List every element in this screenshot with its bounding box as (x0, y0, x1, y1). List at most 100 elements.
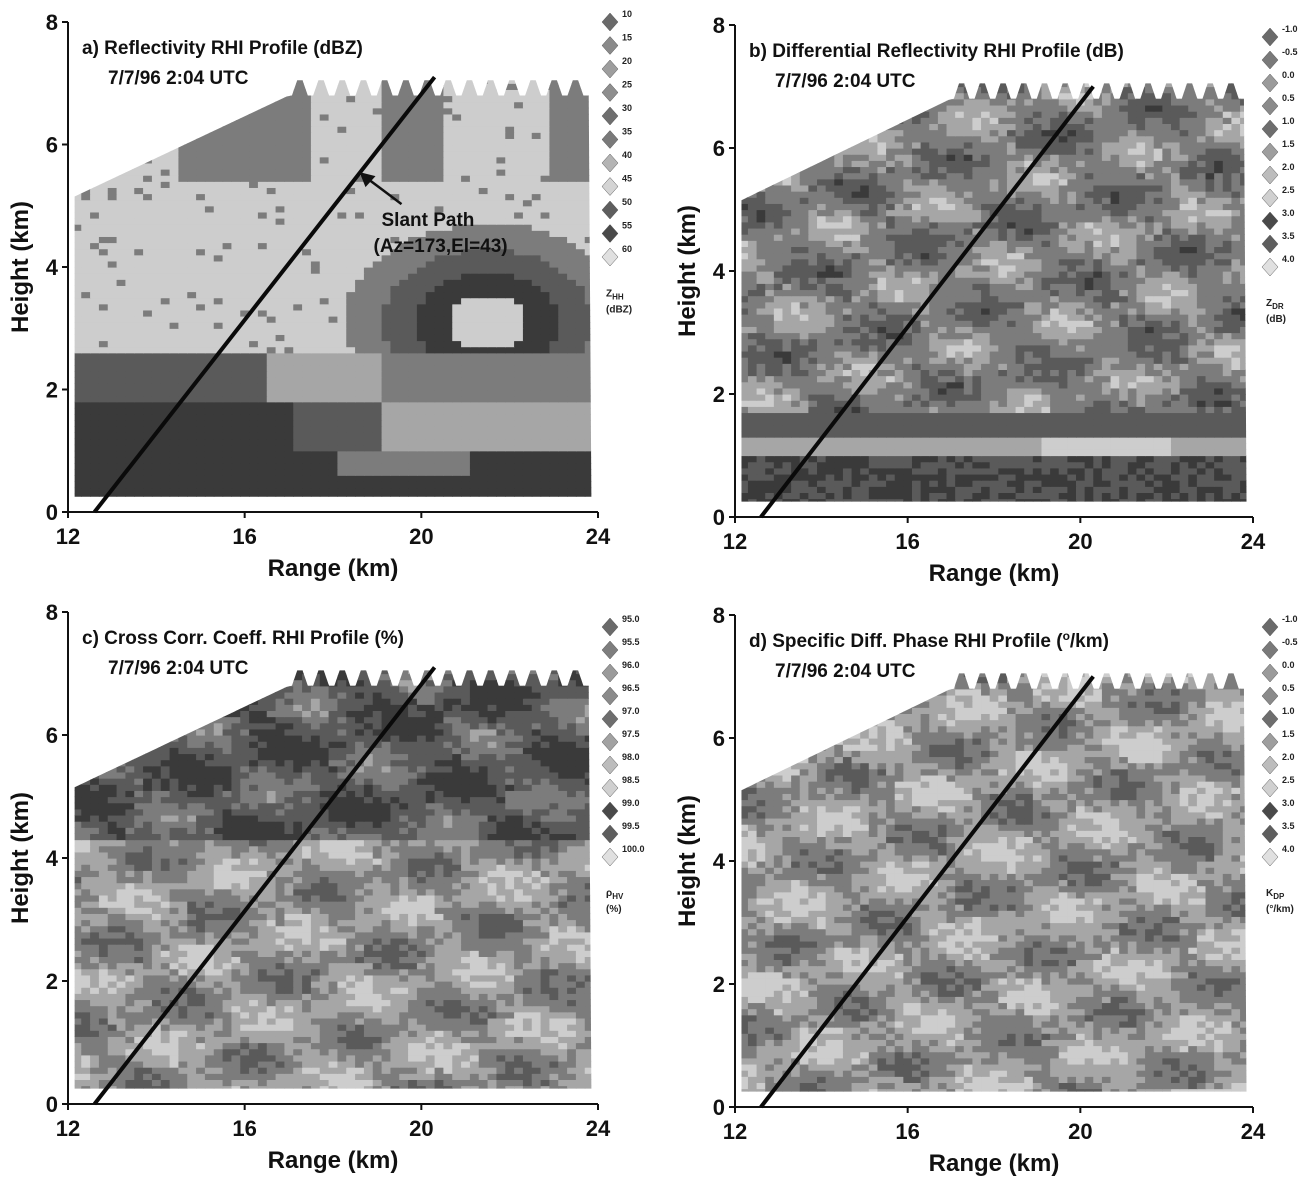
heatmap-cell (531, 340, 542, 348)
heatmap-cell (240, 107, 250, 115)
heatmap-cell (240, 150, 250, 158)
heatmap-cell (134, 444, 144, 452)
heatmap-cell (196, 303, 206, 311)
panel-title: a) Reflectivity RHI Profile (dBZ) (82, 38, 363, 59)
heatmap-cell (425, 260, 436, 268)
heatmap-cell (196, 383, 206, 391)
heatmap-cell (187, 95, 197, 103)
heatmap-cell (222, 120, 233, 127)
heatmap-cell (98, 181, 109, 188)
heatmap-cell (337, 254, 347, 262)
heatmap-cell (116, 395, 127, 403)
heatmap-cell (461, 126, 471, 133)
heatmap-cell (522, 211, 533, 219)
heatmap-cell (452, 267, 462, 274)
heatmap-cell (478, 138, 489, 146)
heatmap-cell (903, 492, 913, 500)
heatmap-cell (1093, 443, 1103, 450)
heatmap-cell (107, 273, 118, 280)
heatmap-cell (249, 273, 259, 280)
heatmap-cell (257, 365, 268, 372)
heatmap-cell (81, 242, 91, 250)
heatmap-cell (981, 443, 991, 450)
heatmap-cell (90, 358, 100, 366)
heatmap-cell (505, 432, 515, 440)
heatmap-cell (416, 199, 427, 207)
heatmap-cell (284, 162, 294, 170)
heatmap-cell (293, 426, 303, 433)
heatmap-cell (532, 71, 541, 78)
heatmap-cell (107, 120, 118, 127)
heatmap-cell (487, 450, 498, 458)
heatmap-cell (355, 450, 365, 458)
heatmap-cell (81, 187, 91, 195)
heatmap-cell (399, 346, 409, 354)
heatmap-cell (74, 401, 82, 409)
heatmap-cell (381, 267, 392, 274)
heatmap-cell (222, 444, 233, 452)
heatmap-cell (522, 138, 533, 146)
heatmap-cell (125, 236, 135, 244)
heatmap-cell (257, 389, 268, 397)
heatmap-cell (496, 193, 506, 201)
heatmap-cell (178, 169, 188, 176)
heatmap-cell (434, 279, 445, 286)
heatmap-cell (549, 254, 559, 262)
heatmap-cell (989, 492, 999, 500)
heatmap-cell (204, 322, 215, 329)
heatmap-cell (125, 248, 135, 256)
heatmap-cell (408, 481, 418, 489)
heatmap-cell (1153, 492, 1163, 500)
heatmap-cell (1050, 449, 1060, 457)
heatmap-cell (434, 254, 445, 262)
heatmap-cell (319, 463, 330, 470)
heatmap-cell (765, 437, 775, 444)
heatmap-cell (594, 298, 603, 305)
heatmap-cell (886, 443, 896, 450)
heatmap-cell (435, 65, 444, 72)
heatmap-cell (558, 352, 568, 360)
heatmap-cell (74, 236, 82, 244)
heatmap-cell (74, 138, 82, 146)
heatmap-cell (1205, 492, 1215, 500)
heatmap-cell (514, 273, 524, 280)
heatmap-cell (1214, 467, 1224, 475)
heatmap-cell (390, 144, 400, 152)
heatmap-cell (74, 328, 82, 335)
heatmap-cell (187, 328, 197, 335)
heatmap-cell (399, 273, 409, 280)
heatmap-cell (116, 120, 127, 127)
heatmap-cell (90, 107, 100, 115)
heatmap-cell (584, 218, 592, 225)
heatmap-cell (81, 365, 91, 372)
heatmap-cell (319, 414, 330, 421)
heatmap-cell (337, 89, 347, 97)
heatmap-cell (196, 352, 206, 360)
heatmap-cell (337, 414, 347, 421)
heatmap-cell (381, 242, 392, 250)
heatmap-cell (469, 138, 480, 146)
heatmap-cell (531, 260, 542, 268)
heatmap-cell (531, 132, 542, 139)
heatmap-cell (372, 89, 383, 97)
heatmap-cell (434, 273, 445, 280)
heatmap-cell (257, 150, 268, 158)
heatmap-cell (575, 187, 586, 195)
heatmap-cell (74, 205, 82, 213)
heatmap-cell (355, 273, 365, 280)
heatmap-cell (381, 126, 392, 133)
heatmap-cell (452, 407, 462, 415)
heatmap-cell (213, 456, 224, 464)
heatmap-cell (834, 430, 844, 438)
heatmap-cell (443, 89, 453, 97)
heatmap-cell (328, 407, 339, 415)
heatmap-cell (178, 444, 188, 452)
heatmap-cell (143, 352, 153, 360)
heatmap-cell (196, 169, 206, 176)
heatmap-cell (434, 80, 445, 84)
heatmap-cell (125, 334, 135, 342)
heatmap-cell (540, 487, 551, 495)
heatmap-cell (90, 389, 100, 397)
heatmap-cell (487, 150, 498, 158)
heatmap-cell (799, 443, 809, 450)
